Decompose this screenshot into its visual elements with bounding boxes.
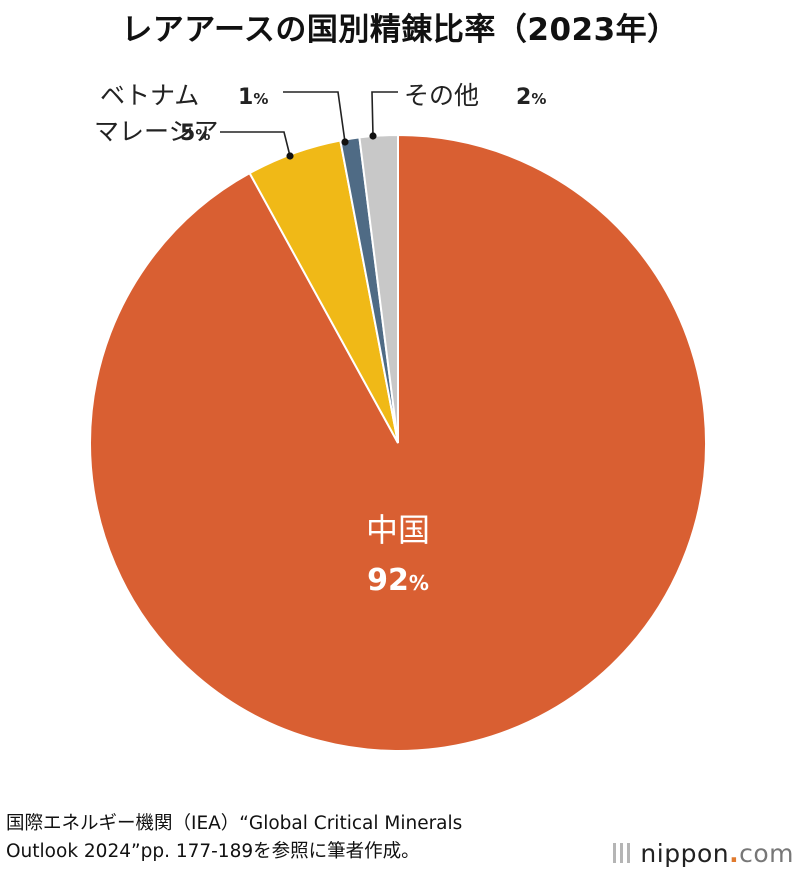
slice-label-2: ベトナム [100,81,199,110]
slice-value-2: 1% [238,85,268,110]
slice-label-0: 中国 [366,511,430,549]
logo-dot: . [729,838,740,868]
source-note: 国際エネルギー機関（IEA）“Global Critical Minerals … [6,810,576,866]
leader-dot-3 [369,132,377,140]
leader-line-3 [371,91,398,137]
logo-text: nippon.com [640,839,794,868]
chart-title: レアアースの国別精錬比率（2023年） [121,12,679,48]
source-line-1: 国際エネルギー機関（IEA）“Global Critical Minerals [6,813,463,834]
slice-value-1: 5% [180,121,210,146]
leader-line-1 [220,131,291,157]
logo-bars-icon [613,843,631,863]
slice-value-3: 2% [516,85,546,110]
logo-main: nippon [640,838,730,868]
slice-label-1: マレーシア [94,117,219,146]
pie-slice-3 [358,133,399,444]
leader-line-2 [283,91,346,143]
logo-suffix: com [739,838,794,868]
leader-dot-1 [286,152,294,160]
source-line-2: Outlook 2024”pp. 177-189を参照に筆者作成。 [6,841,420,862]
nippon-logo[interactable]: nippon.com [613,838,794,868]
leader-lines [220,91,398,160]
slice-label-3: その他 [404,81,479,110]
pie-slices [89,133,707,752]
leader-dot-2 [341,138,349,146]
